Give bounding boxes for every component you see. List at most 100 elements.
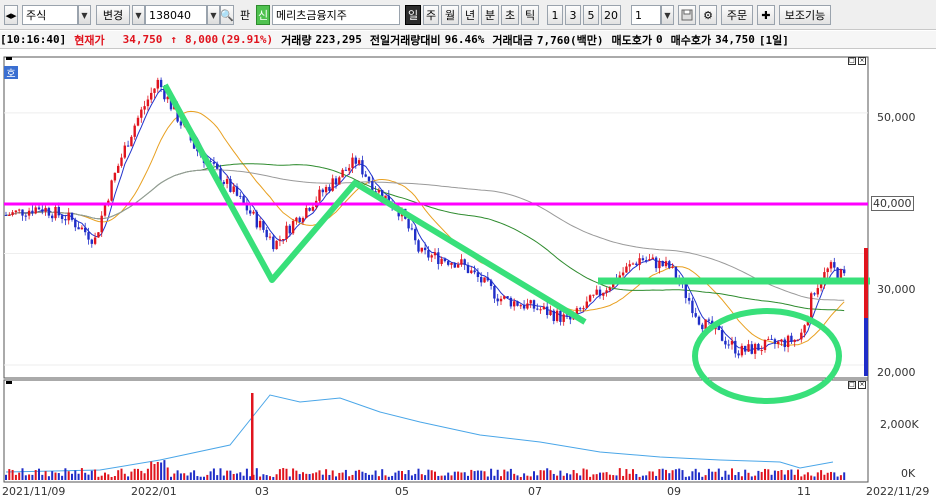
price-chart[interactable] bbox=[0, 50, 936, 499]
candle-body bbox=[123, 145, 126, 158]
change-button[interactable]: 변경 bbox=[96, 5, 130, 25]
candle-body bbox=[60, 215, 64, 220]
crosshair-icon[interactable]: ✚ bbox=[757, 5, 775, 25]
volume-bar bbox=[292, 468, 295, 480]
candle-body bbox=[150, 92, 153, 100]
interval-3-button[interactable]: 3 bbox=[565, 5, 581, 25]
candle-body bbox=[621, 272, 625, 276]
chevron-down-icon[interactable]: ▼ bbox=[132, 5, 145, 25]
candle-body bbox=[321, 189, 324, 193]
interval-input[interactable]: 1 bbox=[631, 5, 661, 25]
price-change-pct: (29.91%) bbox=[220, 33, 274, 46]
volume-bar bbox=[470, 469, 473, 480]
period-tick-button[interactable]: 틱 bbox=[521, 5, 539, 25]
quote-time: [10:16:40] bbox=[0, 33, 67, 46]
volume-bar bbox=[54, 472, 57, 480]
candle-body bbox=[239, 195, 242, 197]
candle-body bbox=[532, 300, 536, 309]
volume-bar bbox=[18, 472, 21, 480]
save-icon[interactable] bbox=[678, 5, 696, 25]
candle-body bbox=[113, 172, 117, 181]
volume-bar bbox=[833, 472, 836, 480]
volume-bar bbox=[179, 473, 182, 480]
candle-body bbox=[255, 211, 258, 228]
y-tick: 30,000 bbox=[877, 283, 916, 296]
volume-bar bbox=[420, 474, 423, 480]
volume-bar bbox=[694, 468, 697, 480]
volume-bar bbox=[691, 471, 694, 480]
candle-body bbox=[11, 212, 14, 215]
volume-bar bbox=[684, 476, 687, 480]
candle-body bbox=[608, 287, 612, 291]
period-month-button[interactable]: 월 bbox=[441, 5, 459, 25]
volume-bar bbox=[830, 471, 832, 480]
volume-bar bbox=[744, 469, 747, 480]
candle-body bbox=[417, 240, 420, 252]
candle-body bbox=[456, 264, 460, 268]
candle-body bbox=[93, 237, 97, 244]
candle-body bbox=[480, 277, 483, 283]
chevron-down-icon[interactable]: ▼ bbox=[207, 5, 220, 25]
volume-bar bbox=[387, 476, 390, 480]
chevron-down-icon[interactable]: ▼ bbox=[78, 5, 91, 25]
volume-bar bbox=[74, 470, 77, 480]
period-second-button[interactable]: 초 bbox=[501, 5, 519, 25]
order-button[interactable]: 주문 bbox=[721, 5, 753, 25]
candle-body bbox=[443, 258, 447, 262]
volume-bar bbox=[724, 470, 727, 480]
period-minute-button[interactable]: 분 bbox=[481, 5, 499, 25]
candle-body bbox=[829, 262, 833, 269]
candle-body bbox=[496, 298, 499, 302]
candle-body bbox=[57, 206, 60, 216]
candle-body bbox=[625, 266, 628, 273]
volume-bar bbox=[127, 476, 130, 480]
volume-bar bbox=[229, 470, 232, 480]
interval-5-button[interactable]: 5 bbox=[583, 5, 599, 25]
period-year-button[interactable]: 년 bbox=[461, 5, 479, 25]
candle-body bbox=[166, 96, 169, 100]
volume-bar bbox=[430, 470, 433, 480]
candle-body bbox=[427, 250, 430, 258]
candle-body bbox=[110, 180, 113, 201]
gear-icon[interactable]: ⚙ bbox=[699, 5, 717, 25]
stock-code-input[interactable]: 138040 bbox=[145, 5, 207, 25]
x-tick: 09 bbox=[667, 485, 681, 498]
search-icon[interactable]: 🔍 bbox=[220, 5, 234, 25]
candle-body bbox=[549, 310, 552, 315]
interval-1-button[interactable]: 1 bbox=[547, 5, 563, 25]
chevron-down-icon[interactable]: ▼ bbox=[661, 5, 674, 25]
volume-bar bbox=[496, 469, 499, 480]
maximize-icon[interactable]: □ bbox=[848, 57, 856, 65]
candle-body bbox=[796, 339, 800, 341]
volume-bar bbox=[212, 468, 215, 480]
candle-body bbox=[793, 339, 796, 342]
volume-bar bbox=[186, 475, 189, 480]
period-week-button[interactable]: 주 bbox=[423, 5, 439, 25]
volume-bar bbox=[176, 470, 179, 480]
close-icon[interactable]: × bbox=[858, 57, 866, 65]
volume-bar bbox=[341, 472, 344, 480]
volume-bar bbox=[625, 469, 628, 480]
volume-bar bbox=[34, 470, 37, 480]
candle-body bbox=[318, 189, 321, 201]
volume-bar bbox=[688, 476, 691, 480]
maximize-icon[interactable]: □ bbox=[848, 381, 856, 389]
market-type-select[interactable]: 주식 bbox=[22, 5, 78, 25]
period-day-button[interactable]: 일 bbox=[405, 5, 421, 25]
stock-name-field[interactable]: 메리츠금융지주 bbox=[272, 5, 400, 25]
prev-volume-value: 96.46% bbox=[444, 33, 485, 46]
volume-bar bbox=[209, 471, 212, 480]
close-icon[interactable]: × bbox=[858, 381, 866, 389]
candle-body bbox=[268, 236, 272, 238]
volume-bar bbox=[602, 472, 605, 480]
volume-bar bbox=[100, 475, 103, 480]
arrows-icon[interactable]: ◂▸ bbox=[4, 5, 18, 25]
aux-function-button[interactable]: 보조기능 bbox=[779, 5, 831, 25]
price-badge[interactable]: 호 bbox=[4, 66, 18, 80]
candle-body bbox=[750, 344, 753, 354]
interval-20-button[interactable]: 20 bbox=[601, 5, 621, 25]
candle-body bbox=[727, 344, 730, 346]
candle-body bbox=[605, 290, 608, 293]
candle-body bbox=[311, 206, 315, 211]
candle-body bbox=[691, 300, 694, 314]
